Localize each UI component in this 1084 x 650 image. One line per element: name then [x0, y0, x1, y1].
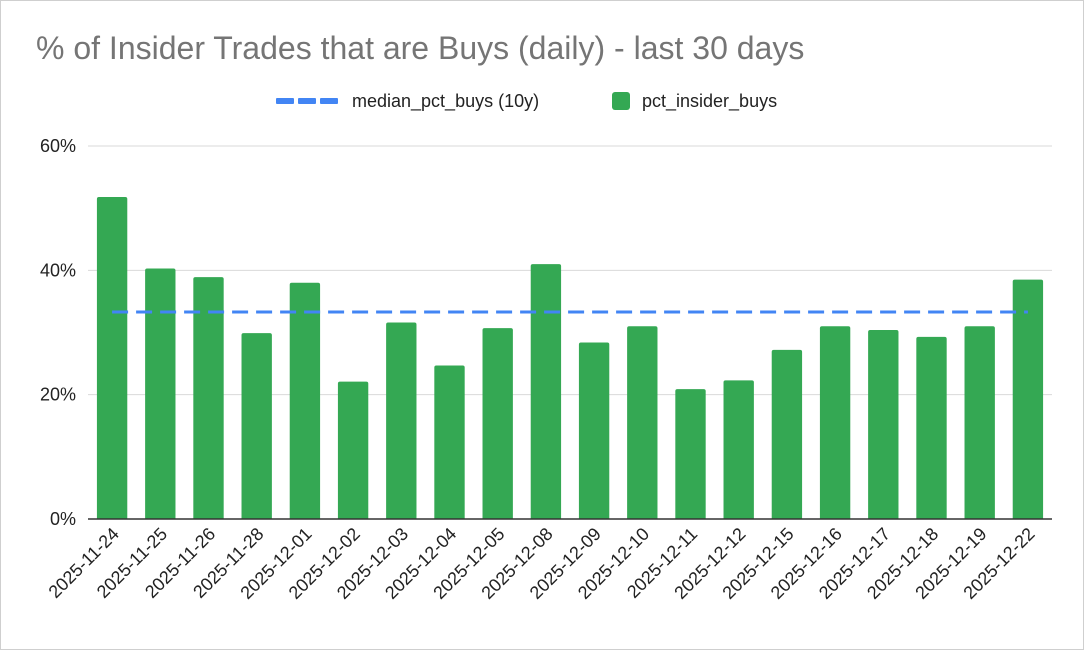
legend-item-median: median_pct_buys (10y): [276, 89, 539, 113]
bar-2025-12-04: [434, 365, 465, 519]
legend-label-pct-buys: pct_insider_buys: [642, 90, 778, 111]
bar-2025-11-24: [96, 196, 128, 519]
bar-2025-12-15: [771, 349, 803, 519]
bar-2025-12-08: [530, 264, 562, 519]
y-axis: 0% 20% 40% 60%: [40, 136, 76, 529]
bar-2025-12-22: [1012, 279, 1044, 519]
bar-2025-12-19: [964, 326, 995, 519]
bar-2025-11-26: [193, 277, 224, 519]
legend-item-pct-buys: pct_insider_buys: [612, 89, 777, 113]
legend-bar-swatch: [612, 92, 630, 110]
y-tick-label: 0%: [50, 509, 76, 529]
bar-2025-12-01: [289, 282, 321, 519]
chart-legend: median_pct_buys (10y) pct_insider_buys: [0, 89, 1084, 113]
gridlines: [88, 145, 1052, 396]
bar-2025-12-03: [386, 322, 417, 519]
y-tick-label: 60%: [40, 136, 76, 156]
x-axis: 2025-11-242025-11-252025-11-262025-11-28…: [45, 518, 1052, 603]
y-tick-label: 20%: [40, 385, 76, 405]
bar-2025-12-05: [482, 328, 513, 519]
legend-label-median: median_pct_buys (10y): [352, 90, 540, 111]
bar-2025-12-12: [723, 380, 754, 519]
chart-title: % of Insider Trades that are Buys (daily…: [36, 30, 805, 66]
bar-2025-12-11: [675, 389, 706, 519]
bar-2025-12-09: [578, 342, 610, 519]
bar-2025-11-25: [145, 268, 176, 519]
y-tick-label: 40%: [40, 260, 76, 280]
bar-2025-12-18: [916, 336, 947, 519]
bars-group: [96, 196, 1044, 519]
bar-2025-12-10: [627, 326, 658, 519]
bar-2025-11-28: [241, 333, 272, 519]
bar-2025-12-02: [337, 381, 369, 519]
bar-2025-12-16: [819, 326, 851, 519]
bar-2025-12-17: [868, 330, 899, 519]
legend-dash-swatch: [276, 98, 338, 104]
